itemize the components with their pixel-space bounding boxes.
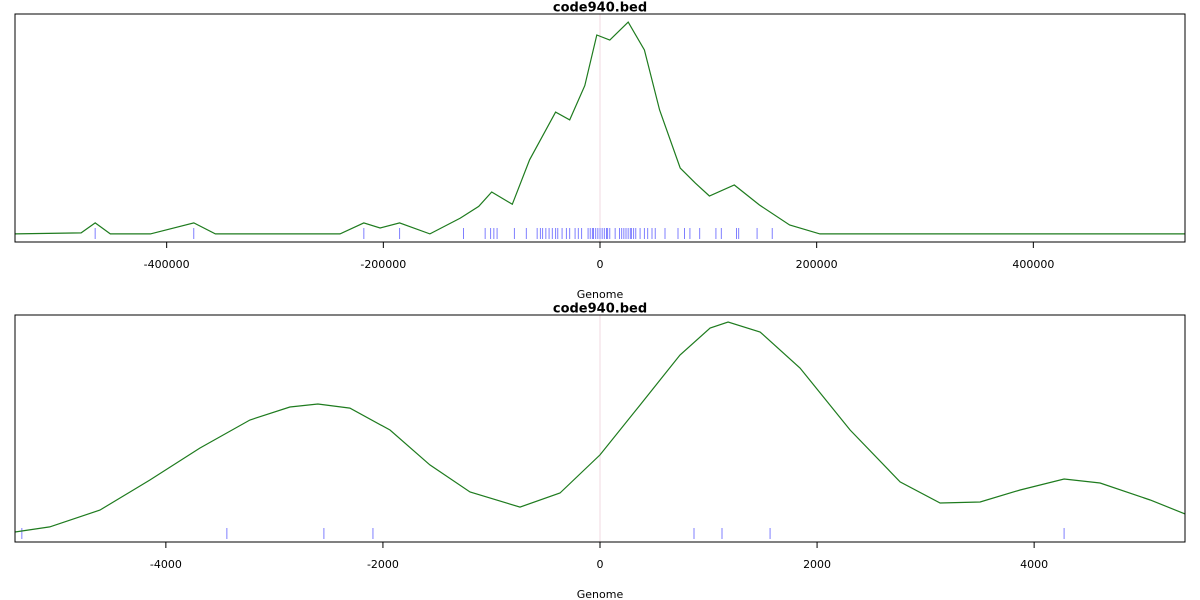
x-tick-label: -4000 — [150, 558, 182, 571]
density-curve — [14, 321, 1186, 533]
density-curve — [14, 21, 1185, 235]
x-tick-label: -2000 — [367, 558, 399, 571]
x-tick-label: 2000 — [803, 558, 831, 571]
chart-title: code940.bed — [553, 302, 647, 317]
x-tick-label: 0 — [597, 258, 604, 271]
x-tick-label: 4000 — [1020, 558, 1048, 571]
x-tick-label: 0 — [597, 558, 604, 571]
x-tick-label: -200000 — [360, 258, 406, 271]
x-axis-label: Genome — [577, 288, 624, 301]
x-tick-label: 400000 — [1012, 258, 1054, 271]
chart-title: code940.bed — [553, 1, 647, 16]
x-tick-label: 200000 — [796, 258, 838, 271]
x-axis-label: Genome — [577, 588, 624, 600]
x-tick-label: -400000 — [144, 258, 190, 271]
